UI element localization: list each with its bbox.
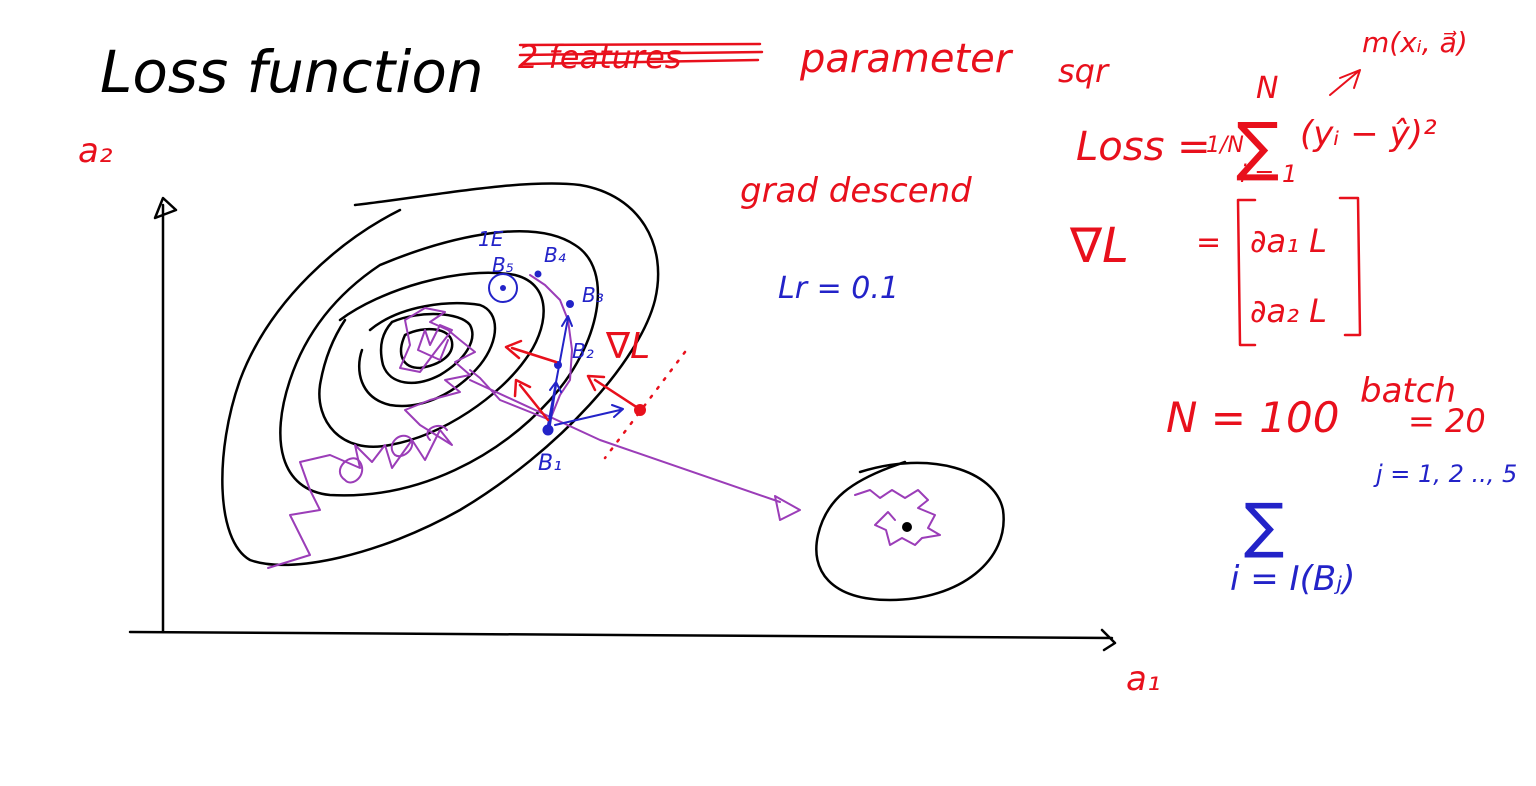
sum-bottom: i = 1 <box>1240 160 1297 188</box>
title-correction: parameter <box>799 36 1014 82</box>
trajectory-secondary <box>854 489 941 546</box>
grad-matrix-row-1: ∂a₁ L <box>1250 222 1327 260</box>
gradient-arrows <box>504 339 687 460</box>
grad-equals: = <box>1196 225 1221 260</box>
trajectory-overshoot <box>469 379 801 521</box>
y-axis <box>153 196 178 634</box>
struck-out-text: 2 features <box>518 38 764 76</box>
label-b2: B₂ <box>572 339 594 363</box>
grad-descend-label: grad descend <box>740 171 972 211</box>
matrix-brackets <box>1236 196 1362 347</box>
batch-label: batch <box>1360 371 1456 411</box>
contour-6 <box>399 327 454 370</box>
grad-lhs: ∇L <box>1069 218 1129 274</box>
contour-5 <box>379 312 474 385</box>
x-axis-label: a₁ <box>1126 659 1160 699</box>
batch-sum: ∑ i = I(Bⱼ) <box>1230 491 1355 599</box>
blue-arrows <box>547 315 624 426</box>
point-b3 <box>566 300 574 308</box>
trajectory-long <box>267 307 476 569</box>
x-axis <box>128 628 1117 652</box>
point-b4 <box>534 270 542 278</box>
loss-contours-secondary <box>815 460 1005 602</box>
sum-symbol: ∑ <box>1236 110 1279 184</box>
contour-secondary <box>815 460 1005 602</box>
loss-term: (yᵢ − ŷ)² <box>1300 114 1437 154</box>
y-axis-label: a₂ <box>78 131 113 171</box>
sgd-trajectories <box>267 274 941 569</box>
lr-label: Lr = 0.1 <box>778 271 899 306</box>
grad-arrow-2 <box>513 378 550 422</box>
label-b5: B₅ <box>492 253 514 277</box>
batch-sum-symbol: ∑ <box>1244 491 1284 561</box>
sum-top: N <box>1256 71 1278 106</box>
contour-2 <box>279 230 600 497</box>
batch-value: = 20 <box>1408 402 1486 440</box>
loss-contours-main <box>221 182 660 567</box>
label-b3: B₃ <box>582 283 604 307</box>
loss-fraction: 1/N <box>1206 133 1244 158</box>
grad-arrow-3 <box>504 339 558 364</box>
secondary-minimum <box>902 522 912 532</box>
j-range: j = 1, 2 .., 5 <box>1373 460 1517 488</box>
contour-4 <box>358 302 497 408</box>
label-b1: B₁ <box>538 451 562 476</box>
grad-arrow-1 <box>586 374 640 410</box>
axes <box>128 196 1117 652</box>
loss-formula: Loss = 1/N ∑ N i = 1 (yᵢ − ŷ)² <box>1076 71 1437 188</box>
contour-outer <box>221 182 660 567</box>
grad-l-label: ∇L <box>605 326 650 367</box>
point-b5 <box>500 285 506 291</box>
title: Loss function <box>100 38 484 106</box>
loss-lhs: Loss = <box>1076 124 1211 170</box>
model-pointer <box>1329 69 1361 96</box>
trajectory-from-b1 <box>529 274 573 426</box>
point-b5-ring <box>488 273 518 303</box>
batch-sum-bottom: i = I(Bⱼ) <box>1230 559 1355 599</box>
n-value: N = 100 <box>1166 393 1339 442</box>
tangent-dots <box>603 350 687 460</box>
sqr-label: sqr <box>1058 52 1110 90</box>
point-b1 <box>542 424 554 436</box>
model-label: m(xᵢ, a⃗) <box>1362 26 1468 59</box>
trajectory-loops <box>338 424 448 484</box>
gradient-formula: ∇L = ∂a₁ L ∂a₂ L <box>1069 196 1362 347</box>
contour-3 <box>318 271 545 448</box>
label-b4: B₄ <box>544 243 566 267</box>
one-e-label: 1E <box>478 227 504 251</box>
grad-matrix-row-2: ∂a₂ L <box>1250 292 1327 330</box>
